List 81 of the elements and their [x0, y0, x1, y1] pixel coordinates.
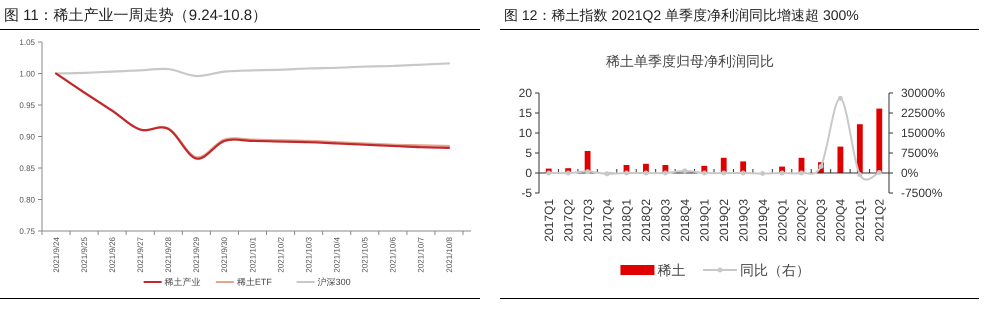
point	[604, 171, 610, 176]
x-tick-label: 2020Q2	[794, 198, 809, 242]
bar	[856, 124, 863, 173]
x-tick-label: 2021/9/25	[80, 236, 89, 273]
point	[566, 170, 571, 176]
point	[643, 170, 648, 176]
point	[721, 170, 726, 176]
point	[838, 96, 843, 101]
chart-subtitle: 稀土单季度归母净利润同比	[606, 53, 774, 69]
legend-label: 同比（右）	[740, 262, 810, 278]
x-tick-label: 2021/9/30	[220, 236, 230, 273]
point	[682, 168, 688, 174]
x-tick-label: 2021/9/24	[52, 236, 61, 273]
legend-label: 稀土产业	[164, 277, 201, 288]
y-tick-label: 0.80	[19, 195, 36, 204]
x-tick-label: 2021/10/2	[276, 236, 286, 273]
x-tick-label: 2021Q1	[853, 198, 868, 242]
y-tick-label: 10	[518, 126, 532, 140]
y-tick-label: 0.75	[19, 226, 36, 236]
point	[624, 170, 629, 176]
x-tick-label: 2021/10/8	[444, 236, 454, 273]
x-tick-label: 2018Q4	[678, 198, 692, 242]
y-tick-label: 5	[525, 146, 532, 160]
legend-label: 稀土ETF	[236, 277, 272, 288]
point	[585, 169, 590, 174]
x-tick-label: 2018Q2	[639, 198, 654, 242]
y2-tick-label: 7500%	[901, 146, 939, 160]
y2-tick-label: 15000%	[901, 126, 946, 140]
x-tick-label: 2018Q3	[658, 198, 673, 242]
x-tick-label: 2018Q1	[620, 198, 634, 242]
point	[546, 170, 552, 176]
x-tick-label: 2021/10/4	[332, 236, 342, 273]
point	[662, 170, 668, 176]
point	[760, 171, 766, 176]
y-tick-label: 0.85	[19, 164, 36, 173]
x-tick-label: 2021/9/28	[164, 236, 174, 273]
x-tick-label: 2021/9/26	[108, 236, 117, 273]
x-tick-label: 2021/9/29	[192, 236, 202, 273]
point	[876, 170, 882, 175]
x-tick-label: 2021/10/3	[304, 236, 314, 273]
y-tick-label: 1.05	[19, 38, 36, 47]
chart-title: 图 12：稀土指数 2021Q2 单季度净利润同比增速超 300%	[504, 7, 859, 23]
y2-tick-label: 22500%	[901, 106, 946, 120]
point	[799, 170, 804, 176]
point	[740, 170, 746, 176]
y-tick-label: -5	[521, 186, 532, 200]
x-tick-label: 2021/10/6	[388, 236, 398, 273]
y-tick-label: 0	[525, 166, 532, 180]
y2-tick-label: 0%	[901, 166, 919, 180]
bar	[837, 146, 844, 173]
point	[780, 170, 785, 176]
point	[702, 170, 707, 176]
legend-label: 稀土	[657, 262, 686, 278]
y2-tick-label: -7500%	[901, 186, 943, 200]
y-tick-label: 15	[518, 106, 532, 120]
x-tick-label: 2017Q3	[580, 198, 595, 242]
x-tick-label: 2019Q2	[716, 198, 731, 242]
y-tick-label: 20	[518, 86, 532, 100]
x-tick-label: 2021Q2	[872, 198, 886, 242]
x-tick-label: 2017Q1	[542, 198, 556, 242]
y-tick-label: 1.00	[19, 69, 36, 78]
x-tick-label: 2021/9/27	[136, 236, 146, 273]
x-tick-label: 2020Q3	[814, 198, 828, 242]
y-tick-label: 0.95	[19, 100, 36, 110]
bar	[876, 108, 882, 173]
line-series	[54, 62, 450, 78]
x-tick-label: 2017Q2	[561, 198, 576, 242]
x-tick-label: 2021/10/1	[248, 236, 258, 273]
legend-label: 沪深300	[318, 277, 351, 288]
x-tick-label: 2020Q4	[834, 198, 848, 242]
x-tick-label: 2017Q4	[600, 198, 614, 242]
x-tick-label: 2020Q1	[775, 198, 790, 242]
x-tick-label: 2021/10/7	[416, 236, 426, 273]
chart-title: 图 11：稀土产业一周走势（9.24-10.8）	[4, 7, 268, 24]
x-tick-label: 2019Q4	[756, 198, 770, 242]
x-tick-label: 2021/10/5	[360, 236, 370, 273]
point	[857, 172, 862, 178]
x-tick-label: 2019Q1	[697, 198, 712, 242]
x-tick-label: 2019Q3	[736, 198, 750, 242]
y2-tick-label: 30000%	[901, 86, 946, 100]
y-tick-label: 0.90	[19, 132, 36, 142]
